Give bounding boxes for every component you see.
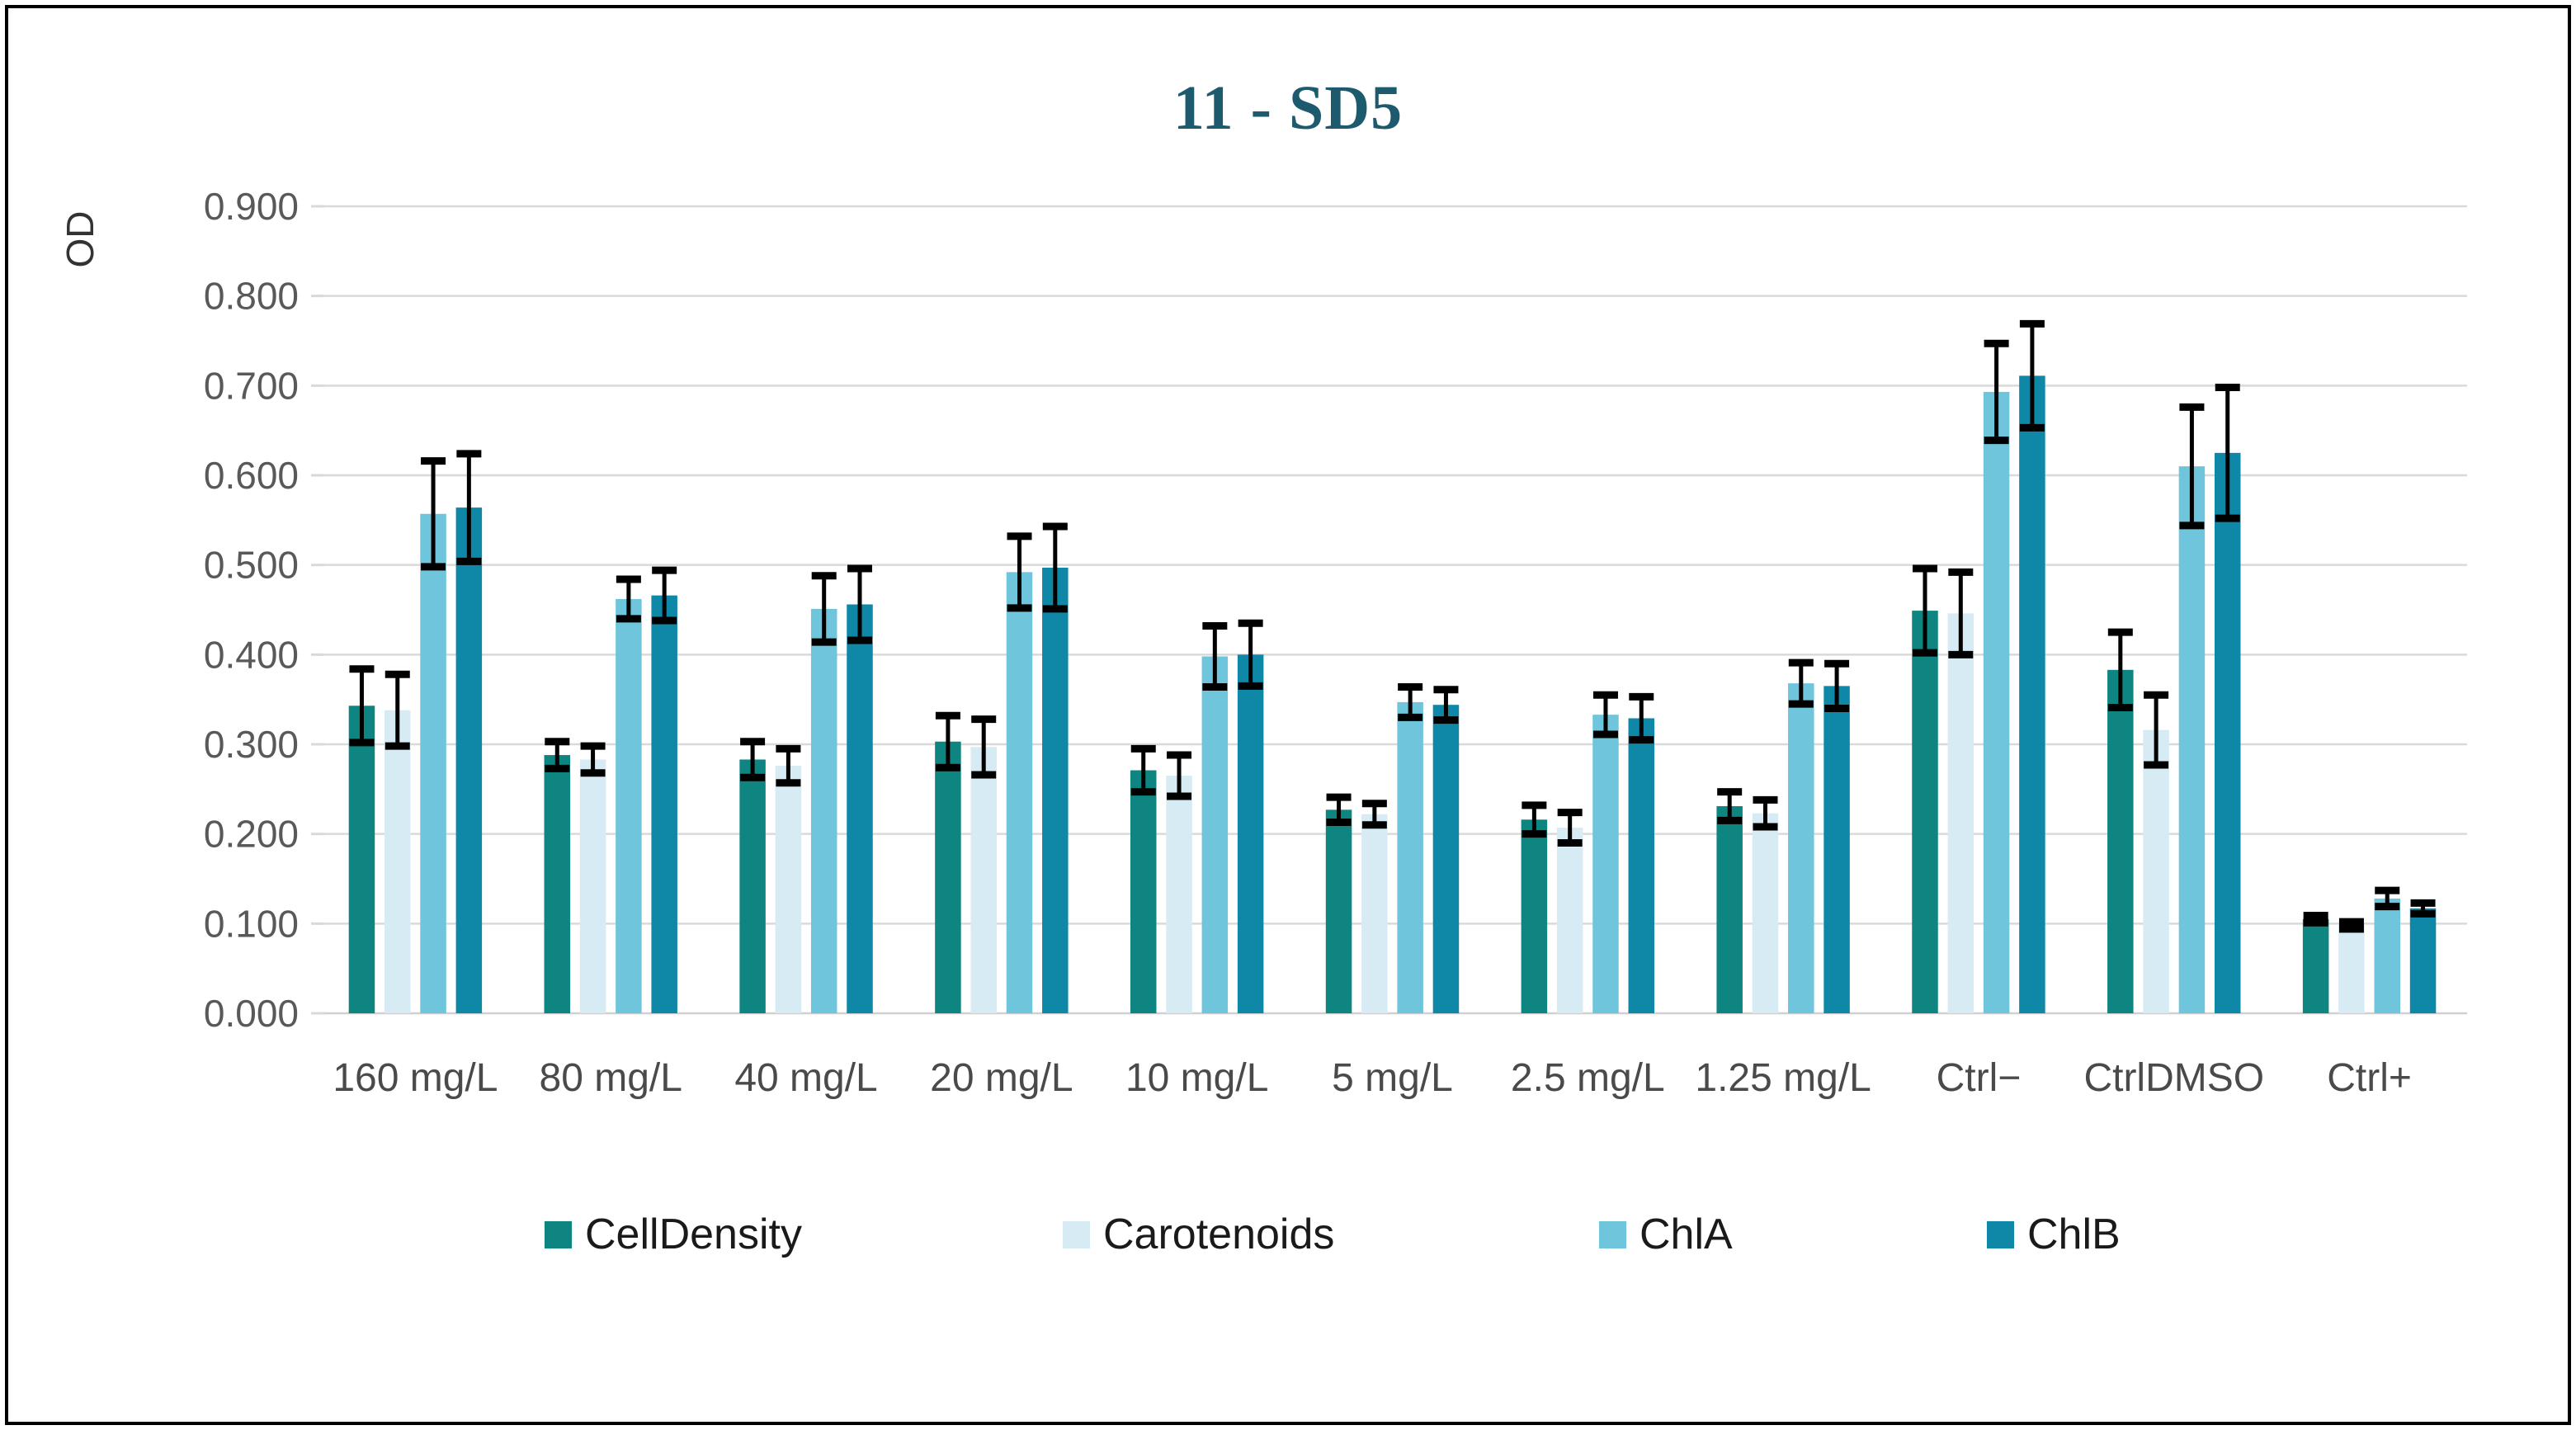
bar-CellDensity-Ctrl− <box>1912 611 1938 1013</box>
bar-ChlB-1.25 mg/L <box>1823 686 1850 1013</box>
bar-ChlB-80 mg/L <box>651 595 677 1013</box>
bar-Carotenoids-20 mg/L <box>970 747 997 1013</box>
bar-ChlB-Ctrl+ <box>2409 908 2437 1013</box>
bar-ChlA-40 mg/L <box>810 608 837 1013</box>
bar-ChlA-10 mg/L <box>1201 656 1229 1013</box>
x-category-label: 10 mg/L <box>1125 1056 1268 1100</box>
bar-CellDensity-5 mg/L <box>1325 809 1352 1013</box>
x-category-label: 2.5 mg/L <box>1511 1056 1665 1100</box>
bar-ChlA-20 mg/L <box>1006 572 1033 1013</box>
bar-Carotenoids-10 mg/L <box>1166 776 1192 1013</box>
legend-item-Carotenoids: Carotenoids <box>1063 1210 1334 1259</box>
bar-ChlA-80 mg/L <box>616 598 642 1013</box>
legend-item-ChlB: ChlB <box>1987 1210 2121 1259</box>
bar-Carotenoids-5 mg/L <box>1361 814 1388 1013</box>
legend-item-ChlA: ChlA <box>1599 1210 1733 1259</box>
x-category-label: 20 mg/L <box>930 1056 1073 1100</box>
bar-ChlA-Ctrl+ <box>2374 898 2400 1013</box>
bar-Carotenoids-2.5 mg/L <box>1556 828 1583 1013</box>
bar-CellDensity-10 mg/L <box>1130 770 1157 1013</box>
bar-ChlB-40 mg/L <box>847 604 873 1013</box>
bar-ChlB-160 mg/L <box>455 507 483 1013</box>
bar-ChlA-160 mg/L <box>420 513 446 1013</box>
legend-label-ChlB: ChlB <box>2027 1211 2121 1258</box>
bar-ChlA-5 mg/L <box>1397 701 1423 1013</box>
bar-CellDensity-CtrlDMSO <box>2107 669 2134 1013</box>
legend-swatch-Carotenoids <box>1063 1220 1090 1248</box>
bar-ChlB-CtrlDMSO <box>2214 452 2241 1013</box>
y-tick-label: 0.800 <box>204 275 299 318</box>
bar-CellDensity-80 mg/L <box>544 755 571 1013</box>
bar-ChlA-Ctrl− <box>1983 391 2010 1013</box>
bar-ChlA-2.5 mg/L <box>1592 715 1619 1013</box>
chart-title: 11 - SD5 <box>1172 73 1404 143</box>
bar-Carotenoids-Ctrl− <box>1947 613 1974 1013</box>
bar-ChlB-20 mg/L <box>1042 567 1069 1013</box>
legend-swatch-ChlA <box>1599 1220 1626 1248</box>
x-category-label: 5 mg/L <box>1332 1056 1453 1100</box>
y-tick-label: 0.700 <box>204 364 299 407</box>
bar-ChlA-CtrlDMSO <box>2178 466 2206 1013</box>
bar-CellDensity-2.5 mg/L <box>1521 819 1548 1013</box>
legend-swatch-ChlB <box>1987 1220 2014 1248</box>
y-tick-label: 0.500 <box>204 544 299 587</box>
x-category-label: CtrlDMSO <box>2083 1056 2264 1100</box>
y-tick-label: 0.400 <box>204 633 299 676</box>
bar-Carotenoids-160 mg/L <box>385 710 411 1013</box>
x-category-label: 160 mg/L <box>333 1056 498 1100</box>
y-tick-label: 0.300 <box>204 723 299 766</box>
legend-swatch-CellDensity <box>545 1220 572 1248</box>
bar-Carotenoids-Ctrl+ <box>2338 925 2365 1013</box>
bar-Carotenoids-CtrlDMSO <box>2143 729 2169 1013</box>
legend-item-CellDensity: CellDensity <box>545 1210 802 1259</box>
bar-Carotenoids-1.25 mg/L <box>1752 813 1779 1013</box>
x-category-label: Ctrl+ <box>2327 1056 2412 1100</box>
x-category-label: Ctrl− <box>1937 1056 2022 1100</box>
bar-CellDensity-40 mg/L <box>739 759 766 1013</box>
y-tick-label: 0.200 <box>204 813 299 856</box>
y-tick-label: 0.100 <box>204 902 299 945</box>
chart-outer-border <box>5 5 2571 1425</box>
bar-Carotenoids-40 mg/L <box>775 766 802 1013</box>
x-category-label: 80 mg/L <box>540 1056 682 1100</box>
legend-label-Carotenoids: Carotenoids <box>1103 1211 1335 1258</box>
bar-ChlB-2.5 mg/L <box>1628 718 1655 1013</box>
legend-label-CellDensity: CellDensity <box>585 1211 802 1258</box>
bar-Carotenoids-80 mg/L <box>579 759 606 1013</box>
x-category-label: 1.25 mg/L <box>1695 1056 1871 1100</box>
y-tick-label: 0.000 <box>204 992 299 1035</box>
y-tick-label: 0.600 <box>204 454 299 497</box>
bar-ChlB-5 mg/L <box>1432 705 1460 1013</box>
bar-CellDensity-Ctrl+ <box>2302 918 2329 1013</box>
bar-CellDensity-160 mg/L <box>348 706 375 1013</box>
legend-label-ChlA: ChlA <box>1639 1211 1733 1258</box>
x-category-label: 40 mg/L <box>734 1056 877 1100</box>
bar-ChlA-1.25 mg/L <box>1788 683 1814 1013</box>
y-tick-label: 0.900 <box>204 185 299 228</box>
bar-CellDensity-1.25 mg/L <box>1716 805 1743 1013</box>
bar-ChlB-Ctrl− <box>2019 375 2045 1013</box>
bar-ChlB-10 mg/L <box>1237 654 1264 1013</box>
bar-CellDensity-20 mg/L <box>935 741 961 1013</box>
